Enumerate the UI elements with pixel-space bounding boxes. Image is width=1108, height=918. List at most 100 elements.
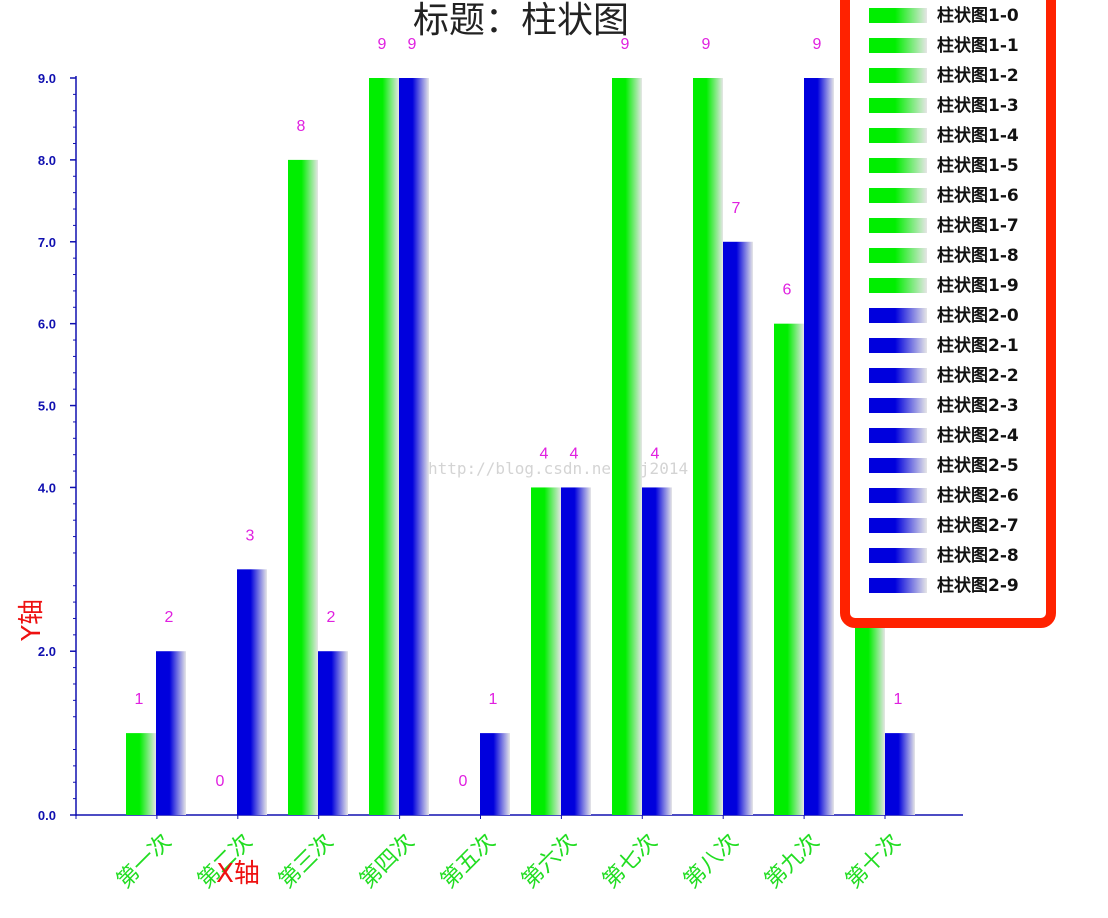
- value-label: 9: [408, 36, 417, 53]
- y-tick-label: 4.0: [38, 480, 56, 495]
- bar-series1-4: [369, 78, 399, 815]
- bar-series1-6: [531, 487, 561, 815]
- legend-swatch: [869, 428, 927, 443]
- legend-label: 柱状图1-2: [937, 65, 1019, 86]
- y-axis-title: Y轴: [17, 599, 47, 642]
- bar-series2-4: [399, 78, 429, 815]
- bar-series2-1: [156, 651, 186, 815]
- bar-series2-7: [642, 487, 672, 815]
- legend-swatch: [869, 8, 927, 23]
- value-label: 9: [378, 36, 387, 53]
- y-tick-labels: 0.0 2.0 4.0 5.0 6.0 7.0 8.0 9.0: [38, 71, 76, 823]
- bar-series2-3: [318, 651, 348, 815]
- bar-series2-2: [237, 569, 267, 815]
- legend-label: 柱状图1-5: [937, 155, 1019, 176]
- legend-label: 柱状图2-5: [937, 455, 1019, 476]
- value-label: 4: [651, 445, 660, 462]
- bar-series1-9: [774, 323, 804, 815]
- bar-series1-1: [126, 733, 156, 815]
- legend-swatch: [869, 278, 927, 293]
- legend-swatch: [869, 398, 927, 413]
- bar-series1-7: [612, 78, 642, 815]
- value-label: 3: [246, 527, 255, 544]
- legend-swatch: [869, 518, 927, 533]
- bar-series2-5: [480, 733, 510, 815]
- x-tick-label: 第九次: [760, 829, 824, 893]
- legend-swatch: [869, 368, 927, 383]
- x-tick-label: 第五次: [436, 829, 500, 893]
- y-tick-label: 7.0: [38, 235, 56, 250]
- value-label: 9: [702, 36, 711, 53]
- y-tick-label: 8.0: [38, 153, 56, 168]
- value-label: 9: [621, 36, 630, 53]
- value-label: 4: [540, 445, 549, 462]
- legend-label: 柱状图2-7: [937, 515, 1019, 536]
- x-tick-label: 第十次: [841, 829, 905, 893]
- legend-label: 柱状图1-3: [937, 95, 1019, 116]
- y-minor-ticks: [73, 93, 76, 800]
- bar-series2-8: [723, 241, 753, 815]
- legend-swatch: [869, 158, 927, 173]
- legend-label: 柱状图1-4: [937, 125, 1019, 146]
- legend-label: 柱状图2-2: [937, 365, 1019, 386]
- legend-swatch: [869, 98, 927, 113]
- legend-label: 柱状图1-9: [937, 275, 1019, 296]
- y-tick-label: 0.0: [38, 808, 56, 823]
- legend-label: 柱状图2-3: [937, 395, 1019, 416]
- x-tick-label: 第八次: [679, 829, 743, 893]
- value-label: 6: [783, 282, 792, 299]
- legend-swatch: [869, 578, 927, 593]
- legend-label: 柱状图2-6: [937, 485, 1019, 506]
- value-label: 9: [813, 36, 822, 53]
- value-label: 1: [135, 691, 144, 708]
- legend-swatch: [869, 338, 927, 353]
- legend-swatch: [869, 548, 927, 563]
- legend-swatch: [869, 458, 927, 473]
- legend-swatch: [869, 308, 927, 323]
- legend-label: 柱状图2-4: [937, 425, 1019, 446]
- legend-swatch: [869, 38, 927, 53]
- legend-label: 柱状图1-1: [937, 35, 1019, 56]
- legend-swatch: [869, 488, 927, 503]
- bar-series2-10: [885, 733, 915, 815]
- value-label: 4: [570, 445, 579, 462]
- legend-label: 柱状图1-6: [937, 185, 1019, 206]
- value-label: 1: [894, 691, 903, 708]
- watermark-text: http://blog.csdn.net/xj2014: [428, 459, 688, 478]
- legend-items: 柱状图1-0 柱状图1-1 柱状图1-2 柱状图1-3 柱状图1-4 柱状图1-5 柱状图1…: [869, 5, 1019, 596]
- legend-swatch: [869, 248, 927, 263]
- value-label: 8: [297, 118, 306, 135]
- y-tick-label: 6.0: [38, 317, 56, 332]
- bar-series2-6: [561, 487, 591, 815]
- value-label: 2: [165, 609, 174, 626]
- x-tick-label: 第四次: [355, 829, 419, 893]
- bar-series2-9: [804, 78, 834, 815]
- value-label: 0: [216, 773, 225, 790]
- legend-label: 柱状图2-0: [937, 305, 1019, 326]
- legend-label: 柱状图1-0: [937, 5, 1019, 26]
- legend-label: 柱状图1-8: [937, 245, 1019, 266]
- x-tick-label: 第一次: [112, 829, 176, 893]
- value-label: 7: [732, 200, 741, 217]
- legend-label: 柱状图2-1: [937, 335, 1019, 356]
- value-label: 0: [459, 773, 468, 790]
- value-label: 2: [327, 609, 336, 626]
- legend-swatch: [869, 218, 927, 233]
- x-tick-label: 第三次: [274, 829, 338, 893]
- y-tick-label: 2.0: [38, 644, 56, 659]
- y-tick-label: 9.0: [38, 71, 56, 86]
- x-tick-label: 第六次: [517, 829, 581, 893]
- legend-label: 柱状图2-9: [937, 575, 1019, 596]
- value-label: 1: [489, 691, 498, 708]
- legend-swatch: [869, 188, 927, 203]
- legend: 柱状图1-0 柱状图1-1 柱状图1-2 柱状图1-3 柱状图1-4 柱状图1-5 柱状图1…: [840, 0, 1056, 628]
- chart-title: 标题：柱状图: [413, 0, 629, 41]
- bars: [126, 78, 915, 815]
- legend-swatch: [869, 68, 927, 83]
- x-tick-marks: [75, 815, 886, 819]
- bar-series1-3: [288, 159, 318, 815]
- y-tick-label: 5.0: [38, 399, 56, 414]
- x-axis-title: X轴: [216, 859, 260, 889]
- legend-label: 柱状图1-7: [937, 215, 1019, 236]
